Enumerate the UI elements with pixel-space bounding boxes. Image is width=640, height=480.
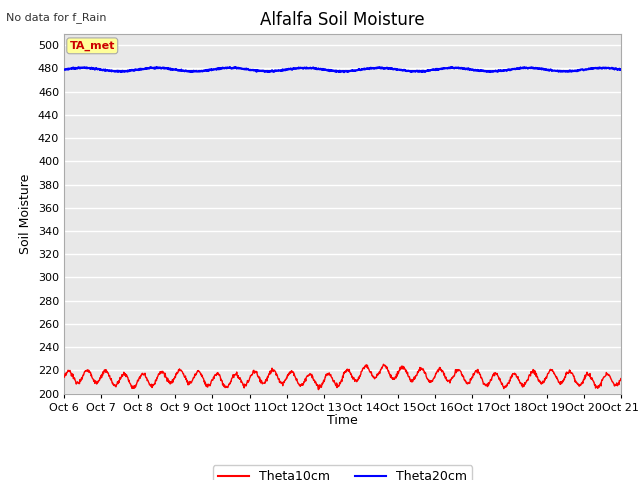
Text: No data for f_Rain: No data for f_Rain — [6, 12, 107, 23]
X-axis label: Time: Time — [327, 414, 358, 427]
Legend: Theta10cm, Theta20cm: Theta10cm, Theta20cm — [212, 465, 472, 480]
Title: Alfalfa Soil Moisture: Alfalfa Soil Moisture — [260, 11, 425, 29]
Y-axis label: Soil Moisture: Soil Moisture — [19, 173, 33, 254]
Text: TA_met: TA_met — [70, 41, 115, 51]
